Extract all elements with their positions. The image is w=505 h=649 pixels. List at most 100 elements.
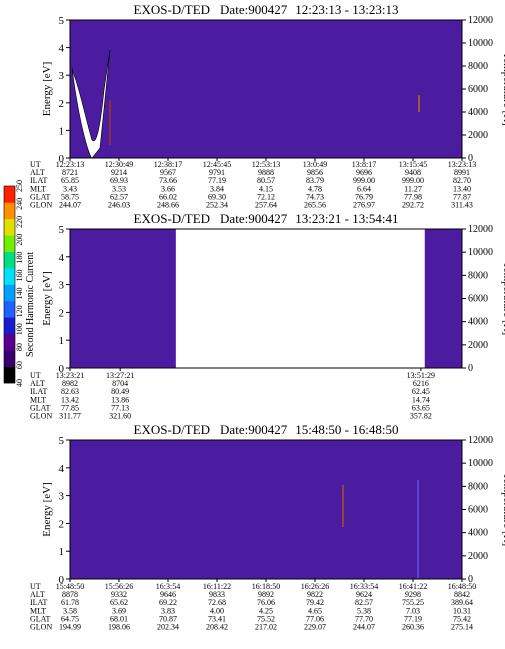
footer-row-label: GLON bbox=[30, 623, 52, 632]
footer-cell: 12:53:13 bbox=[252, 160, 280, 169]
footer-cell: 389.64 bbox=[451, 598, 473, 607]
footer-row-label: GLAT bbox=[30, 403, 51, 412]
footer-cell: 13.86 bbox=[111, 395, 129, 404]
y-axis-label: Energy [eV] bbox=[41, 62, 53, 116]
footer-cell: 58.75 bbox=[61, 192, 79, 201]
footer-cell: 16:48:50 bbox=[448, 582, 476, 591]
colorbar-frame bbox=[3, 185, 16, 384]
y2-tick-label: 12000 bbox=[468, 224, 493, 235]
footer-cell: 9856 bbox=[307, 168, 323, 177]
y2-tick-label: 2000 bbox=[468, 130, 488, 141]
footer-cell: 9624 bbox=[356, 590, 372, 599]
chart-date: Date:900427 bbox=[220, 422, 288, 437]
footer-cell: 8991 bbox=[454, 168, 470, 177]
y-tick-label: 1 bbox=[59, 125, 65, 137]
footer-cell: 16:11:22 bbox=[203, 582, 231, 591]
footer-row-label: ILAT bbox=[30, 598, 47, 607]
footer-cell: 79.42 bbox=[306, 598, 324, 607]
footer-cell: 3.43 bbox=[63, 184, 77, 193]
y-tick-label: 0 bbox=[59, 363, 65, 375]
footer-cell: 217.02 bbox=[255, 623, 277, 632]
footer-cell: 13:27:21 bbox=[106, 371, 134, 380]
footer-cell: 12:38:17 bbox=[154, 160, 182, 169]
footer-cell: 6216 bbox=[413, 379, 429, 388]
footer-cell: 12:23:13 bbox=[56, 160, 84, 169]
y2-tick-label: 12000 bbox=[468, 15, 493, 26]
footer-cell: 999.00 bbox=[353, 176, 375, 185]
footer-cell: 61.78 bbox=[61, 598, 79, 607]
footer-cell: 194.99 bbox=[59, 623, 81, 632]
chart-title-name: EXOS-D/TED bbox=[134, 2, 211, 17]
y-tick-label: 5 bbox=[59, 15, 65, 27]
y2-axis-label: Temperature [K] bbox=[501, 52, 505, 125]
footer-cell: 76.06 bbox=[257, 598, 275, 607]
footer-cell: 70.87 bbox=[159, 614, 177, 623]
footer-cell: 75.52 bbox=[257, 614, 275, 623]
footer-cell: 252.34 bbox=[206, 201, 228, 210]
y2-tick-label: 6000 bbox=[468, 294, 488, 305]
y2-tick-label: 0 bbox=[468, 153, 473, 164]
colorbar-tick-label: 160 bbox=[15, 270, 24, 282]
footer-cell: 63.65 bbox=[412, 403, 430, 412]
footer-cell: 202.34 bbox=[157, 623, 179, 632]
spectrogram-fill bbox=[70, 440, 462, 579]
y2-tick-label: 8000 bbox=[468, 61, 488, 72]
y2-tick-label: 2000 bbox=[468, 340, 488, 351]
footer-row-label: MLT bbox=[30, 606, 46, 615]
y-tick-label: 3 bbox=[59, 280, 65, 292]
footer-cell: 3.53 bbox=[112, 184, 126, 193]
footer-cell: 248.66 bbox=[157, 201, 179, 210]
footer-cell: 8878 bbox=[62, 590, 78, 599]
colorbar-tick-label: 100 bbox=[15, 323, 24, 335]
footer-cell: 82.57 bbox=[355, 598, 373, 607]
footer-cell: 13.40 bbox=[453, 184, 471, 193]
footer-cell: 755.25 bbox=[402, 598, 424, 607]
y2-tick-label: 10000 bbox=[468, 458, 493, 469]
colorbar-segment bbox=[4, 350, 15, 367]
colorbar-segment bbox=[4, 366, 15, 384]
footer-row-label: GLON bbox=[30, 201, 52, 210]
footer-cell: 62.45 bbox=[412, 387, 430, 396]
y2-tick-label: 10000 bbox=[468, 247, 493, 258]
y2-tick-label: 6000 bbox=[468, 505, 488, 516]
footer-cell: 311.43 bbox=[451, 201, 473, 210]
footer-cell: 9791 bbox=[209, 168, 225, 177]
footer-cell: 4.65 bbox=[308, 606, 322, 615]
colorbar-tick-label: 240 bbox=[15, 198, 24, 210]
footer-cell: 13:51:29 bbox=[407, 371, 435, 380]
footer-cell: 5.38 bbox=[357, 606, 371, 615]
y2-tick-label: 12000 bbox=[468, 435, 493, 446]
footer-cell: 244.07 bbox=[353, 623, 375, 632]
footer-cell: 357.82 bbox=[410, 412, 432, 421]
y2-tick-label: 0 bbox=[468, 363, 473, 374]
y-tick-label: 4 bbox=[59, 252, 65, 264]
footer-row-label: MLT bbox=[30, 184, 46, 193]
footer-cell: 15:48:50 bbox=[56, 582, 84, 591]
footer-cell: 3.58 bbox=[63, 606, 77, 615]
footer-cell: 6.64 bbox=[357, 184, 371, 193]
footer-cell: 12:30:49 bbox=[105, 160, 133, 169]
footer-row-label: ILAT bbox=[30, 176, 47, 185]
footer-row-label: ALT bbox=[30, 590, 45, 599]
footer-row-label: MLT bbox=[30, 395, 46, 404]
colorbar-segment bbox=[4, 235, 15, 252]
footer-cell: 3.66 bbox=[161, 184, 175, 193]
footer-cell: 4.25 bbox=[259, 606, 273, 615]
footer-cell: 13:0:49 bbox=[303, 160, 327, 169]
footer-cell: 9214 bbox=[111, 168, 127, 177]
footer-cell: 69.30 bbox=[208, 192, 226, 201]
footer-cell: 260.36 bbox=[402, 623, 424, 632]
footer-cell: 72.12 bbox=[257, 192, 275, 201]
colorbar-segment bbox=[4, 284, 15, 302]
y2-tick-label: 2000 bbox=[468, 551, 488, 562]
footer-cell: 82.70 bbox=[453, 176, 471, 185]
colorbar-tick-label: 80 bbox=[15, 343, 24, 351]
y-tick-label: 5 bbox=[59, 435, 65, 447]
footer-cell: 4.00 bbox=[210, 606, 224, 615]
footer-cell: 13:23:21 bbox=[56, 371, 84, 380]
y2-axis-label: Temperature [K] bbox=[501, 473, 505, 546]
colorbar-segment bbox=[4, 300, 15, 318]
footer-cell: 74.73 bbox=[306, 192, 324, 201]
footer-cell: 77.13 bbox=[111, 403, 129, 412]
footer-cell: 13:8:17 bbox=[352, 160, 376, 169]
